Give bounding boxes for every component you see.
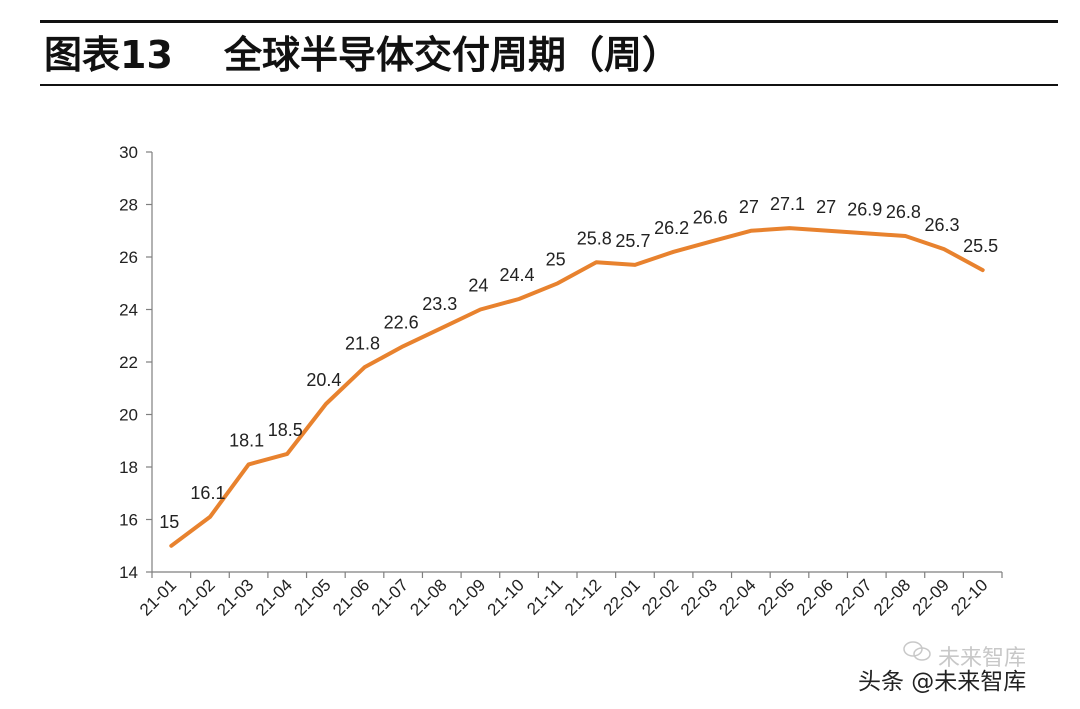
x-tick-label: 21-03 [213, 575, 257, 619]
x-tick-label: 21-08 [406, 575, 450, 619]
x-tick-label: 22-09 [909, 575, 953, 619]
data-label: 25.8 [577, 228, 612, 248]
y-axis: 14 16 18 20 22 24 26 28 30 [119, 143, 153, 582]
top-rule [40, 20, 1058, 23]
x-tick-label: 21-09 [445, 575, 489, 619]
series [169, 226, 985, 548]
chart-title: 全球半导体交付周期（周） [224, 33, 681, 77]
bottom-rule [40, 84, 1058, 86]
data-label: 25.5 [963, 236, 998, 256]
y-tick-label: 20 [119, 406, 138, 425]
data-label: 25.7 [615, 231, 650, 251]
y-tick-label: 28 [119, 196, 138, 215]
data-label: 24 [468, 276, 488, 296]
data-label: 26.6 [693, 207, 728, 227]
x-tick-label: 21-12 [561, 575, 605, 619]
x-axis: 21-0121-0221-0321-0421-0521-0621-0721-08… [136, 571, 1003, 620]
data-labels: 15 16.1 18.118.5 20.421.822.623.3 24 24.4 25 25… [159, 194, 998, 532]
watermark: 头条 @未来智库 [858, 669, 1027, 695]
x-tick-label: 22-06 [793, 575, 837, 619]
data-label: 27 [816, 197, 836, 217]
x-tick-label: 21-10 [484, 575, 528, 619]
x-tick-label: 22-08 [870, 575, 914, 619]
data-label: 18.5 [268, 420, 303, 440]
x-tick-label: 22-02 [638, 575, 682, 619]
x-tick-label: 22-07 [831, 575, 875, 619]
y-tick-label: 18 [119, 458, 138, 477]
x-tick-label: 21-02 [175, 575, 219, 619]
x-tick-label: 21-01 [136, 575, 180, 619]
watermark-faint: 未来智库 [938, 646, 1027, 671]
data-label: 26.3 [925, 215, 960, 235]
data-label: 15 [159, 512, 179, 532]
x-tick-label: 22-10 [947, 575, 991, 619]
y-tick-label: 16 [119, 511, 138, 530]
x-tick-label: 22-05 [754, 575, 798, 619]
data-label: 21.8 [345, 333, 380, 353]
y-tick-label: 14 [119, 563, 138, 582]
data-label: 27 [739, 197, 759, 217]
y-tick-label: 22 [119, 353, 138, 372]
x-tick-label: 21-04 [252, 575, 296, 619]
data-label: 18.1 [229, 430, 264, 450]
x-tick-label: 22-03 [677, 575, 721, 619]
x-tick-label: 21-11 [523, 575, 566, 618]
data-label: 26.2 [654, 218, 689, 238]
data-label: 25 [546, 249, 566, 269]
data-label: 27.1 [770, 194, 805, 214]
series-line [169, 226, 985, 548]
y-tick-label: 24 [119, 301, 138, 320]
x-tick-label: 21-06 [329, 575, 373, 619]
x-tick-label: 21-05 [291, 575, 335, 619]
y-tick-label: 26 [119, 248, 138, 267]
x-tick-label: 22-01 [600, 575, 644, 619]
data-label: 24.4 [500, 265, 535, 285]
data-label: 20.4 [306, 370, 341, 390]
x-tick-label: 21-07 [368, 575, 412, 619]
figure-label: 图表13 [44, 33, 173, 77]
wechat-icon [903, 641, 931, 661]
data-label: 22.6 [384, 312, 419, 332]
y-tick-label: 30 [119, 143, 138, 162]
data-label: 26.8 [886, 202, 921, 222]
data-label: 26.9 [847, 199, 882, 219]
x-tick-label: 22-04 [716, 575, 760, 619]
data-label: 16.1 [190, 483, 225, 503]
data-label: 23.3 [422, 294, 457, 314]
